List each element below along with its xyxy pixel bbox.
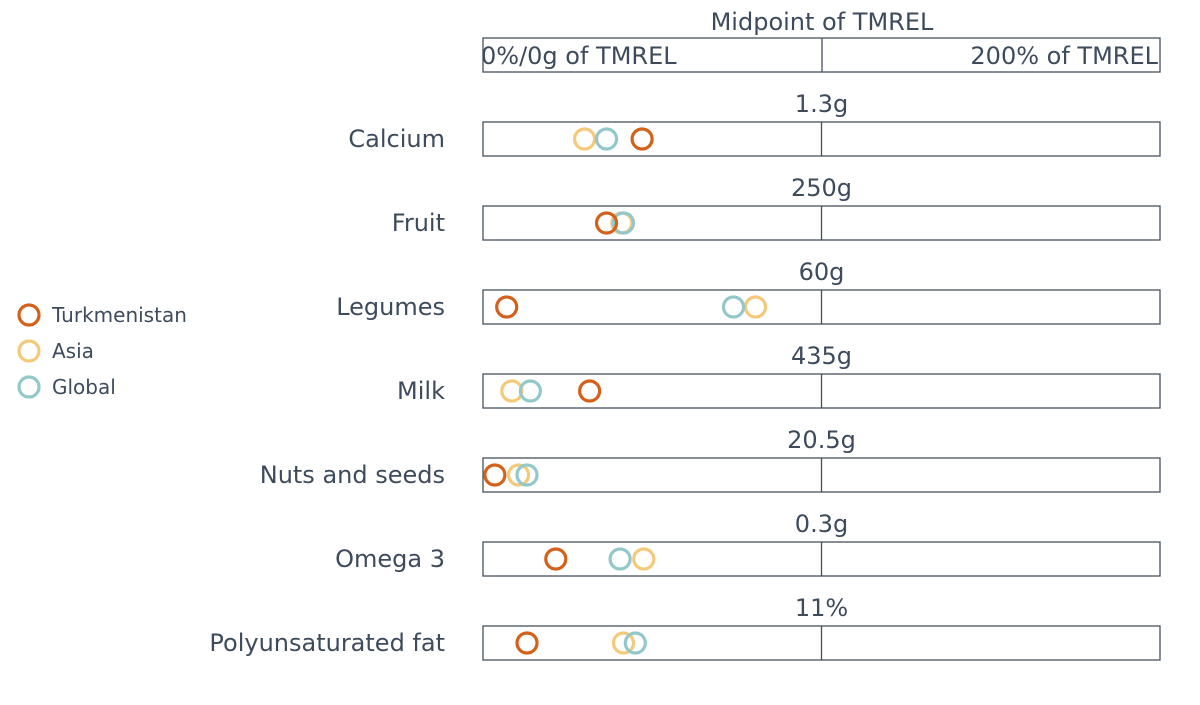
midpoint-label: 60g <box>799 258 845 286</box>
point-global-milk <box>518 379 542 403</box>
legend-marker <box>17 303 41 327</box>
midpoint-label: 11% <box>795 594 848 622</box>
legend-item-asia: Asia <box>17 339 94 363</box>
point-asia-legumes <box>743 295 768 319</box>
row-label: Fruit <box>392 209 445 237</box>
row-label: Nuts and seeds <box>260 461 445 489</box>
row-nuts-and-seeds: Nuts and seeds 20.5g <box>260 426 1161 493</box>
legend-label: Asia <box>52 339 94 363</box>
midpoint-label: 1.3g <box>795 90 848 118</box>
point-turkmenistan-milk <box>578 379 602 403</box>
point-asia-calcium <box>572 127 597 151</box>
legend-marker <box>17 339 41 363</box>
point-global-nuts-and-seeds <box>515 463 539 487</box>
row-label: Polyunsaturated fat <box>209 629 445 657</box>
point-asia-nuts-and-seeds <box>506 463 531 487</box>
point-global-legumes <box>721 295 746 319</box>
legend-label: Turkmenistan <box>51 303 187 327</box>
rows: Calcium 1.3g Fruit 250g Legumes 60g Milk 435g Nu… <box>209 90 1161 661</box>
point-global-calcium <box>594 127 619 151</box>
header-left-label: 0%/0g of TMREL <box>481 42 677 70</box>
row-calcium: Calcium 1.3g <box>348 90 1161 157</box>
point-turkmenistan-nuts-and-seeds <box>483 463 507 487</box>
header-right-label: 200% of TMREL <box>970 42 1158 70</box>
legend-marker <box>17 375 41 399</box>
legend-item-global: Global <box>17 375 116 399</box>
legend-item-turkmenistan: Turkmenistan <box>17 303 187 327</box>
point-turkmenistan-fruit <box>594 211 619 235</box>
chart-title: Midpoint of TMREL <box>711 8 934 36</box>
point-asia-omega-3 <box>632 547 656 571</box>
legend-label: Global <box>52 375 116 399</box>
row-legumes: Legumes 60g <box>336 258 1161 325</box>
row-label: Calcium <box>348 125 445 153</box>
header: Midpoint of TMREL 0%/0g of TMREL 200% of… <box>481 8 1161 73</box>
legend: Turkmenistan Asia Global <box>17 303 187 399</box>
point-global-fruit <box>611 211 636 235</box>
midpoint-label: 250g <box>791 174 852 202</box>
row-label: Milk <box>397 377 445 405</box>
row-polyunsaturated-fat: Polyunsaturated fat 11% <box>209 594 1161 661</box>
row-label: Legumes <box>336 293 445 321</box>
row-omega-3: Omega 3 0.3g <box>335 510 1161 577</box>
point-asia-polyunsaturated-fat <box>611 631 636 655</box>
point-turkmenistan-legumes <box>495 295 519 319</box>
midpoint-label: 20.5g <box>787 426 856 454</box>
point-turkmenistan-polyunsaturated-fat <box>515 631 539 655</box>
midpoint-label: 435g <box>791 342 852 370</box>
midpoint-label: 0.3g <box>795 510 848 538</box>
row-fruit: Fruit 250g <box>392 174 1161 241</box>
point-turkmenistan-omega-3 <box>544 547 568 571</box>
row-milk: Milk 435g <box>397 342 1161 409</box>
point-global-polyunsaturated-fat <box>623 631 647 655</box>
row-label: Omega 3 <box>335 545 445 573</box>
point-global-omega-3 <box>608 547 632 571</box>
point-turkmenistan-calcium <box>630 127 654 151</box>
